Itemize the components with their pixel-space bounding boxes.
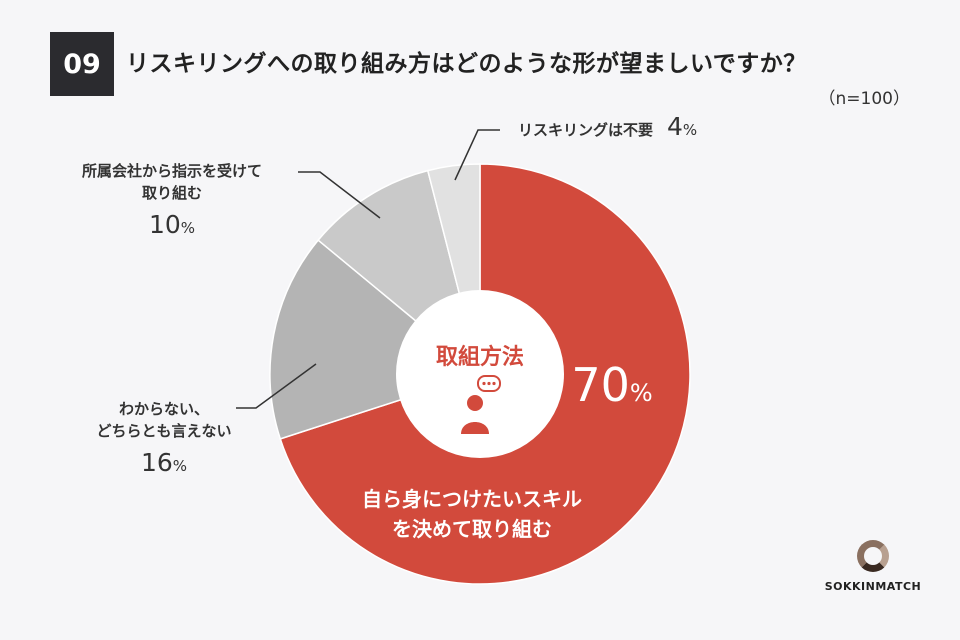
label-company-pct: 10% <box>148 210 196 239</box>
logo-text: SOKKINMATCH <box>824 580 922 593</box>
main-pct: 70% <box>571 358 652 412</box>
label-none: リスキリングは不要 4% <box>518 112 697 141</box>
label-unsure-line2: どちらとも言えない <box>96 422 232 440</box>
label-unsure-line1: わからない、 <box>118 400 209 418</box>
leader-lines <box>236 129 500 409</box>
label-company-line1: 所属会社から指示を受けて <box>81 162 262 180</box>
sokkinmatch-logo: SOKKINMATCH <box>818 540 928 593</box>
donut-hole <box>396 290 564 458</box>
sample-size: （n=100） <box>818 89 910 109</box>
label-unsure-pct: 16% <box>140 448 188 477</box>
label-company: 所属会社から指示を受けて 取り組む 10% <box>66 160 278 239</box>
main-slice-label: 自ら身につけたいスキル を決めて取り組む <box>362 487 582 541</box>
leader-none <box>454 129 500 181</box>
main-label-line1: 自ら身につけたいスキル <box>362 487 582 511</box>
person-chat-icon <box>461 375 501 434</box>
leader-unsure <box>236 363 317 409</box>
label-none-pct: 4% <box>667 112 698 141</box>
leader-company <box>298 171 381 219</box>
center-label: 取組方法 <box>436 344 524 370</box>
question-number: 09 <box>50 32 114 96</box>
question-title: リスキリングへの取り組み方はどのような形が望ましいですか？ <box>126 51 807 77</box>
logo-ring-icon <box>857 540 889 572</box>
main-label-line2: を決めて取り組む <box>392 517 552 541</box>
label-company-line2: 取り組む <box>141 184 202 202</box>
label-none-name: リスキリングは不要 <box>518 121 654 139</box>
label-unsure: わからない、 どちらとも言えない 16% <box>76 398 252 477</box>
